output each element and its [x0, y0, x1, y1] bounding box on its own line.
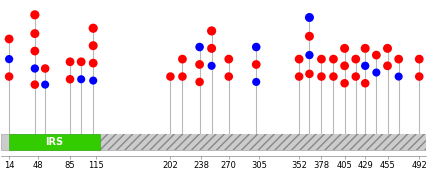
Point	[179, 75, 186, 78]
Point	[296, 58, 303, 61]
Point	[330, 75, 337, 78]
Point	[31, 83, 38, 86]
Point	[6, 75, 12, 78]
Point	[341, 82, 348, 85]
Point	[330, 58, 337, 61]
Point	[306, 35, 313, 38]
Point	[362, 82, 369, 85]
Point	[31, 50, 38, 52]
Point	[42, 83, 49, 86]
Point	[196, 46, 203, 48]
Point	[208, 47, 215, 50]
Point	[90, 79, 97, 82]
Point	[318, 58, 325, 61]
Point	[78, 78, 85, 81]
Point	[253, 81, 260, 83]
Bar	[1, 134, 426, 150]
Point	[296, 75, 303, 78]
Point	[373, 71, 380, 74]
Point	[253, 63, 260, 66]
Point	[90, 62, 97, 64]
Point	[341, 64, 348, 67]
Point	[42, 67, 49, 70]
Point	[341, 47, 348, 50]
Point	[352, 58, 359, 61]
Point	[362, 64, 369, 67]
Point	[179, 58, 186, 61]
Point	[90, 27, 97, 30]
Point	[384, 64, 391, 67]
Point	[395, 58, 402, 61]
Point	[373, 54, 380, 56]
Point	[167, 75, 174, 78]
Point	[362, 47, 369, 50]
Point	[416, 75, 423, 78]
Point	[31, 14, 38, 16]
Point	[225, 58, 232, 61]
Point	[6, 38, 12, 40]
Point	[196, 81, 203, 83]
Point	[306, 54, 313, 56]
Point	[416, 58, 423, 61]
Point	[352, 75, 359, 78]
Point	[90, 44, 97, 47]
Bar	[100, 134, 426, 150]
Point	[306, 16, 313, 19]
Point	[225, 75, 232, 78]
Text: IRS: IRS	[46, 137, 64, 147]
Point	[253, 46, 260, 48]
Point	[6, 58, 12, 61]
Point	[31, 32, 38, 35]
Bar	[9, 134, 100, 150]
Point	[31, 67, 38, 70]
Point	[67, 60, 74, 63]
Point	[318, 75, 325, 78]
Point	[67, 78, 74, 81]
Point	[78, 60, 85, 63]
Point	[395, 75, 402, 78]
Point	[208, 30, 215, 32]
Point	[208, 64, 215, 67]
Point	[196, 63, 203, 66]
Point	[306, 73, 313, 75]
Point	[384, 47, 391, 50]
